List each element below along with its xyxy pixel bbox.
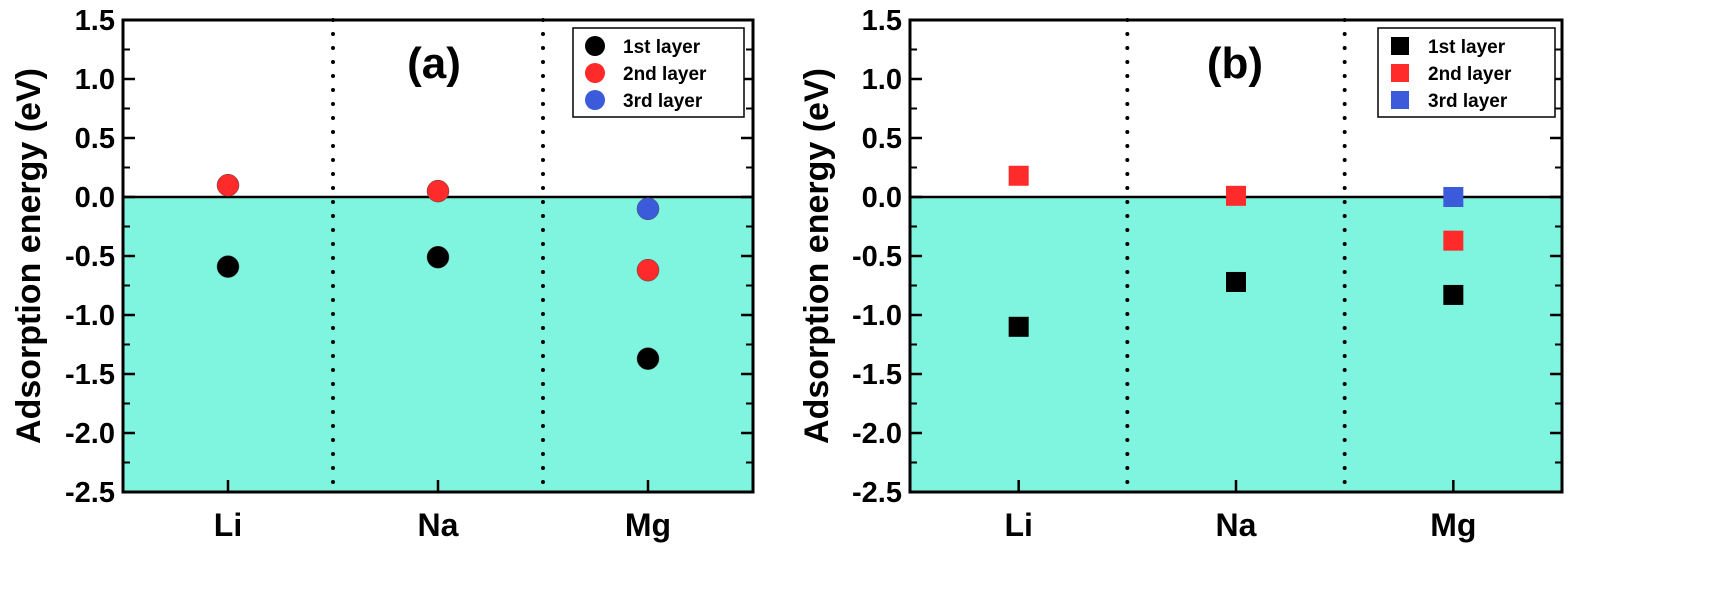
data-point: [216, 255, 240, 278]
legend-marker: [585, 36, 605, 56]
legend: 1st layer 2nd layer 3rd layer: [1377, 27, 1556, 118]
legend-label: 1st layer: [1428, 37, 1506, 58]
y-tick-label: -1.5: [65, 359, 115, 391]
legend-marker: [585, 90, 605, 110]
panel-a: 1.51.00.50.0-0.5-1.0-1.5-2.0-2.5 Li Na Mg …: [10, 5, 755, 543]
y-tick-label: -2.0: [65, 418, 115, 450]
x-category-label: Mg: [625, 507, 671, 543]
data-point: [216, 173, 240, 197]
x-category-label: Na: [418, 507, 459, 543]
legend-label: 3rd layer: [623, 91, 703, 112]
y-tick-label: 0.0: [75, 182, 115, 214]
legend-marker: [1391, 37, 1409, 55]
data-points: [1008, 165, 1464, 337]
legend-label: 2nd layer: [623, 64, 707, 85]
data-point: [636, 197, 660, 221]
plot-frame: [121, 18, 755, 494]
shaded-negative-region: [123, 197, 753, 492]
x-axis-ticks: Li Na Mg: [214, 480, 671, 543]
x-axis-ticks: Li Na Mg: [1004, 480, 1476, 543]
y-tick-label: -0.5: [852, 241, 902, 273]
legend-marker: [1391, 91, 1409, 109]
data-points: [216, 173, 660, 370]
y-tick-label: -1.0: [852, 300, 902, 332]
legend-marker: [585, 63, 605, 83]
y-tick-label: 0.5: [862, 123, 902, 155]
panel-label: (a): [407, 39, 461, 88]
data-point: [1008, 165, 1029, 186]
y-tick-label: 1.5: [75, 5, 115, 37]
legend-label: 1st layer: [623, 37, 701, 58]
data-point: [636, 347, 660, 370]
y-tick-label: 1.5: [862, 5, 902, 37]
y-tick-label: 1.0: [75, 64, 115, 96]
data-point: [1443, 230, 1464, 251]
data-point: [636, 258, 660, 282]
x-category-label: Na: [1216, 507, 1257, 543]
x-category-label: Mg: [1430, 507, 1476, 543]
x-category-label: Li: [1004, 507, 1032, 543]
y-tick-label: -0.5: [65, 241, 115, 273]
data-point: [426, 179, 450, 203]
x-category-label: Li: [214, 507, 242, 543]
y-tick-label: -1.5: [852, 359, 902, 391]
panel-b: 1.51.00.50.0-0.5-1.0-1.5-2.0-2.5 Li Na Mg …: [798, 5, 1564, 543]
y-tick-label: 0.0: [862, 182, 902, 214]
category-dividers: [331, 18, 545, 494]
data-point: [1443, 187, 1464, 207]
y-tick-label: -1.0: [65, 300, 115, 332]
y-tick-label: 1.0: [862, 64, 902, 96]
y-tick-label: -2.5: [852, 477, 902, 509]
y-axis-title: Adsorption energy (eV): [798, 68, 836, 444]
panel-label: (b): [1207, 39, 1263, 88]
data-point: [1226, 271, 1246, 292]
y-tick-label: -2.0: [852, 418, 902, 450]
data-point: [1226, 185, 1246, 206]
y-tick-label: 0.5: [75, 123, 115, 155]
y-axis-ticks: 1.5 1.0 0.5 0.0 -0.5 -1.0 -1.5 -2.0 -2.5: [65, 5, 753, 509]
data-point: [1443, 284, 1464, 305]
shaded-negative-region: [910, 197, 1562, 492]
legend-label: 3rd layer: [1428, 91, 1508, 112]
data-point: [426, 245, 450, 269]
category-dividers: [1125, 18, 1347, 494]
y-axis-title: Adsorption energy (eV): [10, 68, 48, 444]
y-tick-label: -2.5: [65, 477, 115, 509]
legend: 1st layer 2nd layer 3rd layer: [572, 27, 745, 118]
legend-marker: [1391, 64, 1409, 82]
plot-frame: [908, 18, 1564, 494]
legend-label: 2nd layer: [1428, 64, 1512, 85]
data-point: [1008, 316, 1029, 337]
